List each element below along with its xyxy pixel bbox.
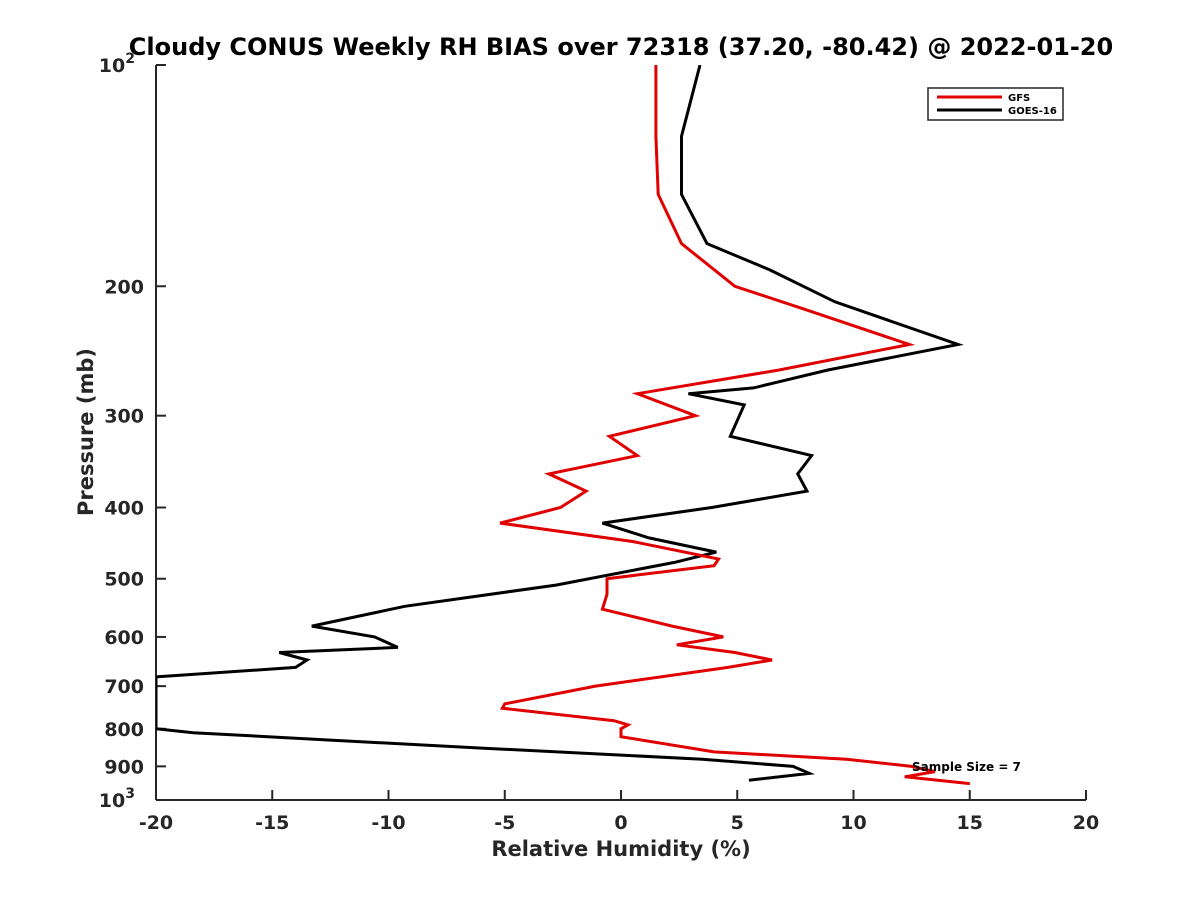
x-tick-label: 15 (957, 812, 983, 834)
y-tick-label: 102 (99, 51, 135, 77)
chart-title: Cloudy CONUS Weekly RH BIAS over 72318 (… (129, 33, 1113, 61)
x-tick-label: -15 (255, 812, 289, 834)
y-tick-label: 500 (104, 569, 144, 591)
y-tick-label: 400 (104, 498, 144, 520)
series-line-goes-16 (156, 65, 964, 782)
y-tick-label: 300 (104, 406, 144, 428)
x-tick-label: 0 (614, 812, 627, 834)
x-tick-label: 5 (731, 812, 744, 834)
plot-area: -20 -15 -10 -5 0 5 10 15 20 102 200 300 400 500 600 700… (99, 51, 1099, 834)
y-tick-label: 800 (104, 719, 144, 741)
y-axis-label: Pressure (mb) (74, 348, 98, 516)
series-group (156, 65, 970, 786)
legend: GFS GOES-16 (927, 87, 1064, 121)
series-line-gfs (499, 65, 970, 786)
x-tick-label: -10 (371, 812, 405, 834)
y-tick-label: 900 (104, 756, 144, 778)
legend-box (927, 87, 1064, 121)
legend-label: GFS (1008, 93, 1030, 104)
x-axis-label: Relative Humidity (%) (491, 837, 750, 861)
x-tick-label: 10 (840, 812, 866, 834)
x-tick-label: 20 (1073, 812, 1099, 834)
sample-size-annotation: Sample Size = 7 (912, 760, 1021, 774)
y-tick-label: 103 (99, 786, 135, 812)
y-tick-label: 700 (104, 676, 144, 698)
y-tick-label: 600 (104, 627, 144, 649)
x-tick-label: -5 (494, 812, 515, 834)
x-tick-label: -20 (139, 812, 173, 834)
y-tick-label: 200 (104, 276, 144, 298)
legend-label: GOES-16 (1008, 106, 1057, 117)
